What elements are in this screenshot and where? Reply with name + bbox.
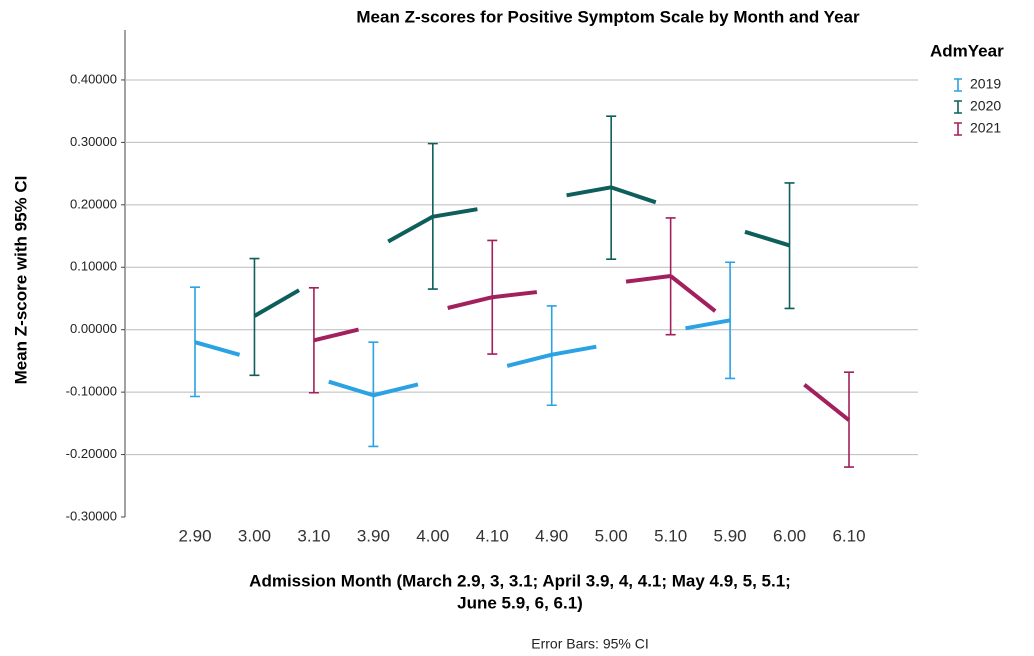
y-tick-label: 0.00000 <box>70 321 117 336</box>
x-tick-label: 4.90 <box>535 526 568 545</box>
y-tick-label: -0.10000 <box>66 384 117 399</box>
line-segment <box>566 185 612 198</box>
y-tick-label: 0.30000 <box>70 134 117 149</box>
error-bar <box>190 286 200 398</box>
y-tick-label: 0.20000 <box>70 196 117 211</box>
x-tick-label: 4.00 <box>416 526 449 545</box>
x-axis-title: June 5.9, 6, 6.1) <box>457 593 583 612</box>
error-bar <box>427 142 438 290</box>
x-tick-label: 6.00 <box>773 526 806 545</box>
error-bar <box>249 257 260 377</box>
line-segment <box>803 383 851 422</box>
y-tick-label: 0.40000 <box>70 71 117 86</box>
line-segment <box>669 274 717 313</box>
error-bar <box>606 115 617 260</box>
x-tick-label: 5.10 <box>654 526 687 545</box>
error-bar <box>665 217 676 336</box>
line-segment <box>685 318 731 331</box>
line-segment <box>194 340 241 357</box>
legend-symbol <box>954 100 962 114</box>
line-segment <box>551 344 597 357</box>
line-segment <box>328 379 374 398</box>
line-segment <box>313 327 359 343</box>
x-tick-label: 3.10 <box>297 526 330 545</box>
line-segment <box>744 229 791 248</box>
x-tick-label: 6.10 <box>832 526 865 545</box>
legend-label: 2019 <box>970 76 1001 92</box>
line-segment <box>387 214 434 244</box>
y-tick-label: -0.30000 <box>66 508 117 523</box>
error-bar <box>487 239 498 355</box>
line-segment <box>372 382 419 398</box>
legend-title: AdmYear <box>930 41 1004 60</box>
legend-symbol <box>954 122 962 136</box>
y-axis-title: Mean Z-score with 95% CI <box>11 176 30 385</box>
x-axis-title: Admission Month (March 2.9, 3, 3.1; Apri… <box>249 571 791 590</box>
y-tick-label: 0.10000 <box>70 259 117 274</box>
line-segment <box>506 352 553 368</box>
x-tick-label: 4.10 <box>476 526 509 545</box>
x-tick-label: 5.90 <box>714 526 747 545</box>
x-tick-label: 3.90 <box>357 526 390 545</box>
x-tick-label: 2.90 <box>178 526 211 545</box>
y-tick-label: -0.20000 <box>66 446 117 461</box>
error-bar <box>844 371 854 468</box>
legend-symbol <box>954 78 962 92</box>
legend-label: 2021 <box>970 120 1001 136</box>
line-segment <box>432 207 478 219</box>
line-segment <box>492 290 538 300</box>
error-bar <box>546 305 557 407</box>
line-segment <box>253 288 301 318</box>
legend-label: 2020 <box>970 98 1001 114</box>
footnote: Error Bars: 95% CI <box>531 636 648 652</box>
line-segment <box>610 185 657 205</box>
error-bar <box>368 341 379 448</box>
line-segment <box>625 274 671 284</box>
x-tick-label: 3.00 <box>238 526 271 545</box>
x-tick-label: 5.00 <box>595 526 628 545</box>
error-bar <box>784 182 795 310</box>
chart-title: Mean Z-scores for Positive Symptom Scale… <box>356 7 860 26</box>
error-bar <box>308 287 319 394</box>
error-bar <box>725 261 736 380</box>
line-segment <box>447 295 493 310</box>
